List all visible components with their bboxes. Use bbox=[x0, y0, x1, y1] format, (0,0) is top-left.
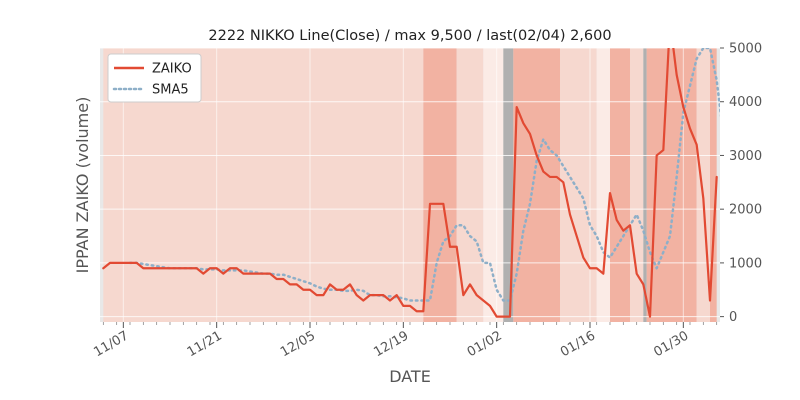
x-tick-label-0: 11/07 bbox=[91, 328, 131, 360]
x-tick-label-6: 01/30 bbox=[651, 328, 691, 360]
y-tick-label-0: 0 bbox=[729, 310, 737, 325]
legend-sma5-label: SMA5 bbox=[152, 83, 189, 98]
legend: ZAIKO SMA5 bbox=[107, 53, 202, 103]
highlight-band-5 bbox=[513, 48, 560, 322]
y-tick-label-1: 1000 bbox=[729, 256, 762, 271]
chart-title: 2222 NIKKO Line(Close) / max 9,500 / las… bbox=[208, 28, 611, 44]
x-tick-label-5: 01/16 bbox=[558, 328, 598, 360]
highlight-band-1 bbox=[423, 48, 457, 322]
y-tick-label-5: 5000 bbox=[729, 42, 762, 57]
highlight-band-7 bbox=[596, 48, 610, 322]
x-tick-label-3: 12/19 bbox=[371, 328, 411, 360]
highlight-band-3 bbox=[483, 48, 504, 322]
highlight-bands bbox=[103, 48, 717, 322]
y-tick-label-3: 3000 bbox=[729, 149, 762, 164]
highlight-band-6 bbox=[560, 48, 597, 322]
highlight-band-10 bbox=[643, 48, 647, 322]
highlight-band-13 bbox=[710, 48, 717, 322]
y-tick-label-2: 2000 bbox=[729, 203, 762, 218]
highlight-band-4 bbox=[503, 48, 514, 322]
highlight-band-8 bbox=[610, 48, 630, 322]
y-axis: 0 1000 2000 3000 4000 5000 bbox=[720, 42, 762, 325]
x-axis-label: DATE bbox=[389, 367, 431, 386]
series-line-zaiko bbox=[102, 48, 718, 318]
grid-lines bbox=[100, 47, 720, 322]
y-tick-label-4: 4000 bbox=[729, 95, 762, 110]
x-axis: 11/07 11/21 12/05 12/19 01/02 01/16 01/30 bbox=[91, 322, 718, 360]
y-axis-label: IPPAN ZAIKO (volume) bbox=[73, 97, 92, 274]
x-tick-label-2: 12/05 bbox=[278, 328, 318, 360]
legend-zaiko-label: ZAIKO bbox=[152, 62, 192, 77]
series-layer bbox=[102, 48, 720, 318]
plot-area bbox=[100, 47, 720, 322]
x-tick-label-1: 11/21 bbox=[185, 328, 225, 360]
x-tick-label-4: 01/02 bbox=[465, 328, 505, 360]
